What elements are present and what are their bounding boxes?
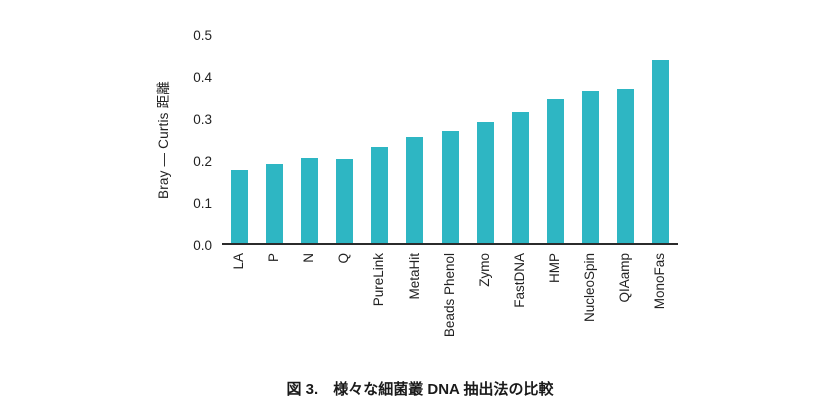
x-label-slot: Beads Phenol: [432, 253, 467, 363]
y-tick-label: 0.2: [193, 153, 212, 169]
x-label-slot: FastDNA: [503, 253, 538, 363]
x-label-slot: P: [257, 253, 292, 363]
bar-metahit: [406, 136, 424, 243]
x-label-slot: QIAamp: [608, 253, 643, 363]
y-tick-label: 0.4: [193, 69, 212, 85]
bar-slot: [327, 35, 362, 243]
bar-slot: [468, 35, 503, 243]
bar-la: [231, 170, 249, 243]
y-tick-label: 0.5: [193, 27, 212, 43]
bar-nucleospin: [581, 91, 599, 243]
x-label-slot: MetaHit: [397, 253, 432, 363]
x-tick-label: FastDNA: [511, 253, 527, 308]
bar-slot: [362, 35, 397, 243]
x-tick-label: LA: [231, 253, 247, 270]
x-tick-label: HMP: [546, 253, 562, 283]
figure-caption: 図 3. 様々な細菌叢 DNA 抽出法の比較: [286, 381, 554, 398]
bar-monofas: [651, 59, 669, 243]
x-tick-label: PureLink: [371, 253, 387, 307]
bar-slot: [222, 35, 257, 243]
bar-slot: [292, 35, 327, 243]
x-label-slot: NucleoSpin: [573, 253, 608, 363]
bar-purelink: [371, 147, 389, 243]
x-tick-label: MetaHit: [406, 253, 422, 300]
bar-p: [266, 163, 284, 243]
plot-area: [222, 35, 678, 245]
y-tick-label: 0.3: [193, 111, 212, 127]
bar-qiaamp: [616, 89, 634, 243]
bar-slot: [608, 35, 643, 243]
bar-slot: [257, 35, 292, 243]
bar-slot: [538, 35, 573, 243]
bar-q: [336, 158, 354, 243]
bar-zymo: [476, 122, 494, 243]
x-label-slot: MonoFas: [643, 253, 678, 363]
x-label-slot: PureLink: [362, 253, 397, 363]
x-tick-label: Q: [336, 253, 352, 264]
x-tick-label: P: [266, 253, 282, 263]
x-tick-label: Beads Phenol: [441, 253, 457, 338]
x-axis-labels: LA P N Q PureLink MetaHit Beads Phenol Zymo Fast…: [222, 253, 678, 363]
bar-hmp: [546, 99, 564, 243]
x-tick-label: MonoFas: [652, 253, 668, 310]
y-tick-label: 0.1: [193, 195, 212, 211]
y-axis-ticks: 0.0 0.1 0.2 0.3 0.4 0.5: [150, 28, 212, 251]
x-label-slot: Zymo: [468, 253, 503, 363]
bar-slot: [573, 35, 608, 243]
x-label-slot: LA: [222, 253, 257, 363]
bar-slot: [432, 35, 467, 243]
bar-n: [301, 157, 319, 243]
x-tick-label: Zymo: [476, 253, 492, 287]
x-label-slot: Q: [327, 253, 362, 363]
bar-slot: [397, 35, 432, 243]
x-label-slot: HMP: [538, 253, 573, 363]
x-tick-label: QIAamp: [616, 253, 632, 303]
bar-fastdna: [511, 111, 529, 243]
x-tick-label: NucleoSpin: [581, 253, 597, 323]
bar-slot: [643, 35, 678, 243]
y-tick-label: 0.0: [193, 237, 212, 253]
bar-slot: [503, 35, 538, 243]
x-tick-label: N: [301, 253, 317, 263]
x-label-slot: N: [292, 253, 327, 363]
bar-beads-phenol: [441, 130, 459, 243]
